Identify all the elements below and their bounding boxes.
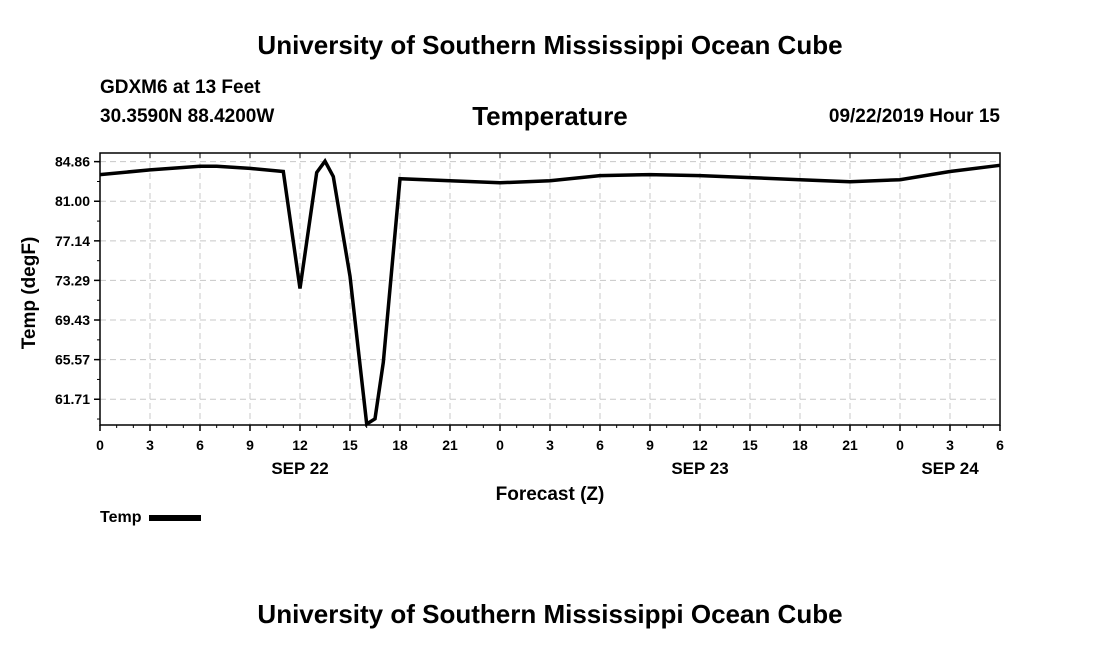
day-label: SEP 24 xyxy=(921,459,979,478)
x-tick-label: 3 xyxy=(146,437,154,453)
datetime-label: 09/22/2019 Hour 15 xyxy=(828,106,1000,127)
grid xyxy=(100,153,1000,425)
y-tick-label: 61.71 xyxy=(55,391,90,407)
y-tick-label: 81.00 xyxy=(55,193,90,209)
x-tick-label: 3 xyxy=(546,437,554,453)
day-label: SEP 22 xyxy=(271,459,328,478)
y-tick-label: 69.43 xyxy=(55,312,90,328)
x-tick-label: 6 xyxy=(596,437,604,453)
x-tick-label: 21 xyxy=(842,437,858,453)
x-tick-label: 6 xyxy=(196,437,204,453)
y-axis-label: Temp (degF) xyxy=(19,237,40,350)
footer-title: University of Southern Mississippi Ocean… xyxy=(257,599,843,629)
x-tick-label: 6 xyxy=(996,437,1004,453)
tick-labels: 84.86 81.00 77.14 73.29 69.43 65.57 61.71 0 3 6 9 1… xyxy=(55,154,1004,478)
page-title: University of Southern Mississippi Ocean… xyxy=(257,30,843,60)
y-tick-label: 84.86 xyxy=(55,154,90,170)
series-line-temp xyxy=(99,157,1001,427)
x-tick-label: 9 xyxy=(246,437,254,453)
ticks xyxy=(94,153,1001,431)
legend: Temp xyxy=(100,509,202,527)
y-tick-label: 73.29 xyxy=(55,272,90,288)
x-tick-label: 0 xyxy=(896,437,904,453)
station-label: GDXM6 at 13 Feet xyxy=(100,77,261,98)
y-tick-label: 77.14 xyxy=(55,233,90,249)
x-tick-label: 18 xyxy=(792,437,808,453)
coordinates-label: 30.3590N 88.4200W xyxy=(100,106,275,127)
x-tick-label: 21 xyxy=(442,437,458,453)
x-tick-label: 3 xyxy=(946,437,954,453)
x-tick-label: 12 xyxy=(292,437,308,453)
x-tick-label: 9 xyxy=(646,437,654,453)
y-tick-label: 65.57 xyxy=(55,352,90,368)
chart-title: Temperature xyxy=(472,101,628,131)
legend-label: Temp xyxy=(100,509,142,526)
x-tick-label: 12 xyxy=(692,437,708,453)
x-tick-label: 15 xyxy=(342,437,358,453)
x-tick-label: 0 xyxy=(496,437,504,453)
legend-line-swatch xyxy=(149,515,202,521)
x-tick-label: 15 xyxy=(742,437,758,453)
day-label: SEP 23 xyxy=(671,459,728,478)
x-tick-label: 0 xyxy=(96,437,104,453)
series-layer xyxy=(99,157,1001,427)
x-tick-label: 18 xyxy=(392,437,408,453)
x-axis-label: Forecast (Z) xyxy=(496,484,605,505)
